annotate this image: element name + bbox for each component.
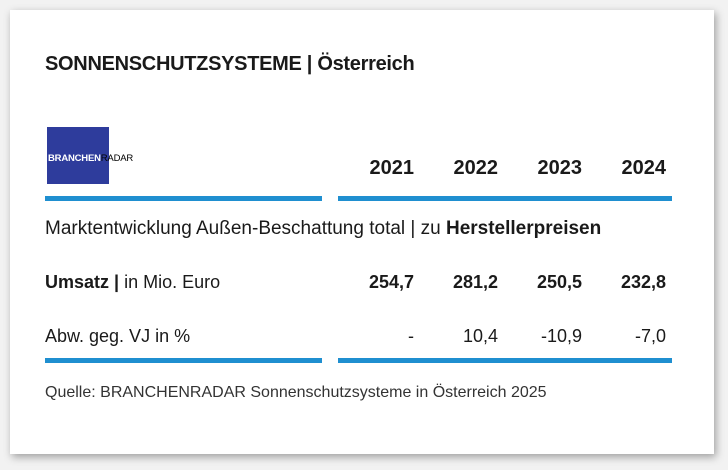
year: 2024	[621, 157, 667, 179]
rule	[338, 358, 672, 363]
cell: 281,2	[452, 272, 498, 292]
cell: 232,8	[620, 272, 666, 292]
row-label-text: Abw. geg. VJ in %	[45, 326, 191, 346]
row-label: Abw. geg. VJ in %	[45, 326, 190, 347]
row-label-text: in Mio. Euro	[119, 272, 221, 292]
section-text: Marktentwicklung Außen-Beschattung total…	[45, 218, 446, 239]
source: Quelle: BRANCHENRADAR Sonnenschutzsystem…	[45, 384, 547, 401]
logo: BRANCHENRADAR	[47, 127, 133, 184]
logo-light: RADAR	[100, 153, 134, 164]
title: SONNENSCHUTZSYSTEME | Österreich	[45, 53, 415, 75]
section-bold: Herstellerpreisen	[445, 218, 602, 239]
rule	[45, 358, 322, 363]
cell: 250,5	[536, 272, 582, 292]
row-label: Umsatz | in Mio. Euro	[45, 272, 220, 293]
rule	[338, 196, 672, 201]
cell: -	[408, 326, 414, 346]
cell: -7,0	[634, 326, 666, 346]
card: SONNENSCHUTZSYSTEME | Österreich BRANCHE…	[10, 10, 714, 454]
rule	[45, 196, 322, 201]
cell: 10,4	[462, 326, 498, 346]
logo-bold: BRANCHEN	[48, 153, 101, 164]
section-heading: Marktentwicklung Außen-Beschattung total…	[45, 218, 601, 240]
year: 2021	[369, 157, 415, 179]
year: 2022	[453, 157, 499, 179]
row-label-bold: Umsatz |	[45, 272, 120, 292]
cell: -10,9	[540, 326, 582, 346]
cell: 254,7	[368, 272, 414, 292]
year: 2023	[537, 157, 583, 179]
logo-text: BRANCHENRADAR	[48, 153, 133, 164]
